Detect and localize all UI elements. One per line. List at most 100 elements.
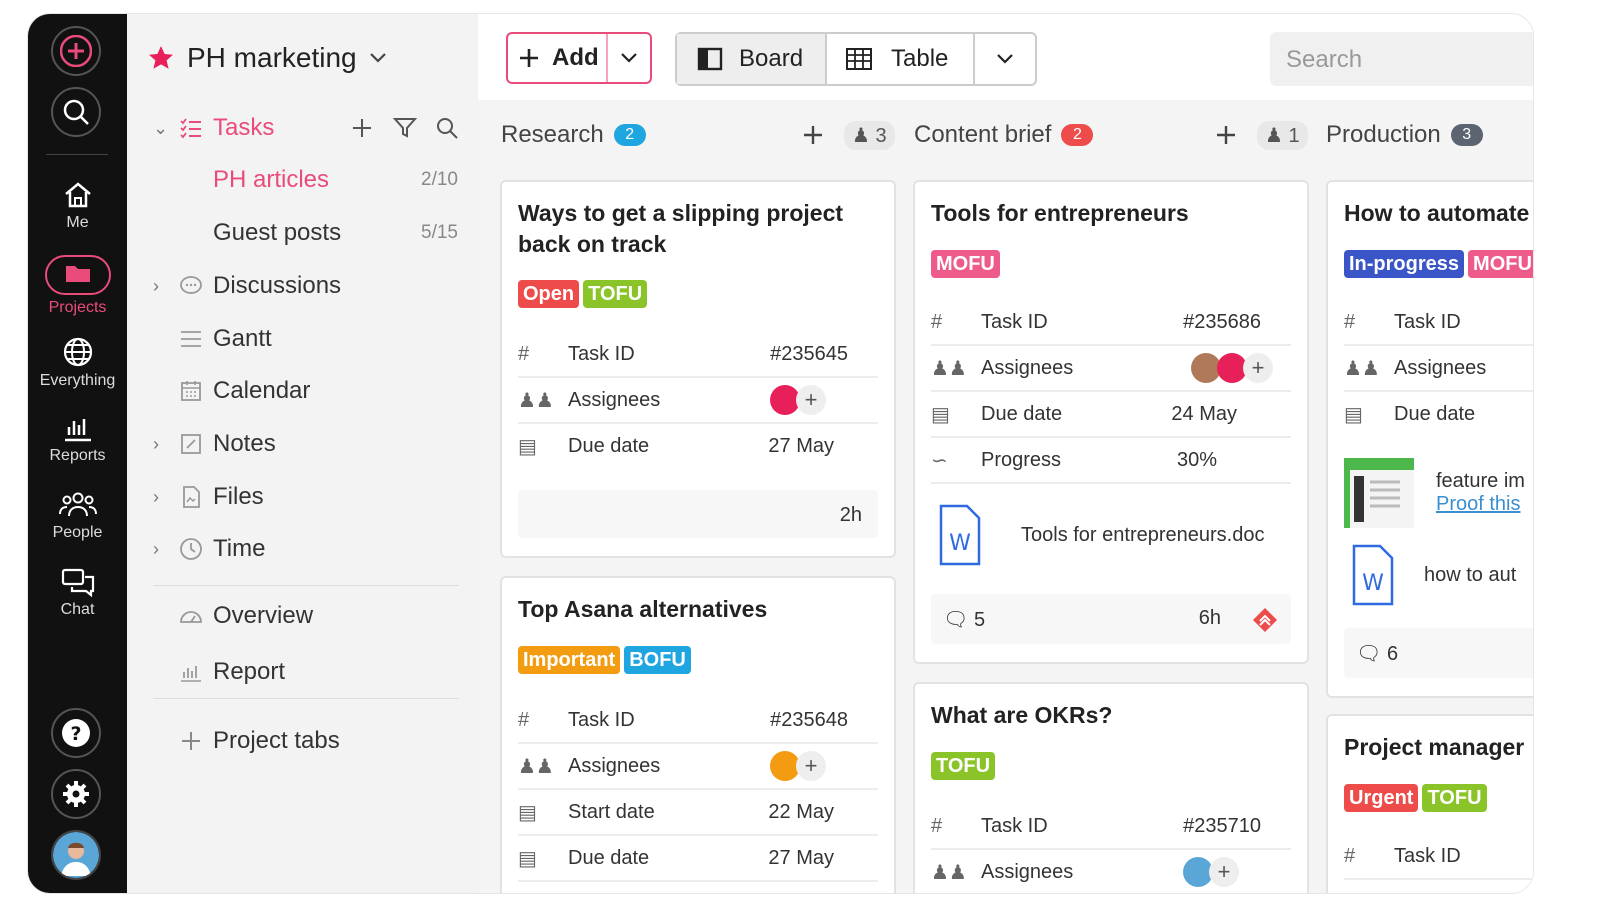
task-card[interactable]: Ways to get a slipping project back on t… (500, 180, 896, 558)
rail-item-projects[interactable]: Projects (28, 255, 127, 317)
attachment[interactable]: feature im Proof this (1344, 458, 1533, 528)
sidebar-item-gantt[interactable]: Gantt (127, 319, 478, 359)
tag: In-progress (1344, 250, 1465, 278)
avatar (1191, 353, 1221, 383)
field-label: Assignees (1394, 356, 1487, 379)
assignees-icon: ♟♟ (518, 755, 554, 778)
column-members[interactable]: ♟ 1 (1257, 120, 1308, 150)
assignees-icon: ♟♟ (1344, 357, 1380, 380)
rail-item-me[interactable]: Me (28, 180, 127, 232)
sidebar-item-guest-posts[interactable]: Guest posts 5/15 (127, 213, 478, 253)
hash-icon: # (931, 310, 943, 333)
tag: Urgent (1344, 784, 1419, 812)
main-area: Add Board Table Search (478, 14, 1533, 893)
sidebar-item-discussions[interactable]: › Discussions (127, 266, 478, 306)
task-card[interactable]: How to automate In-progress MOFU # Task I… (1326, 180, 1533, 698)
comments-count[interactable]: 🗨 5 (943, 607, 985, 632)
sidebar-item-ph-articles[interactable]: PH articles 2/10 (127, 160, 478, 200)
assignee-list[interactable]: + (770, 751, 826, 781)
comments-count[interactable]: 🗨 6 (1356, 641, 1398, 666)
sidebar-item-time[interactable]: › Time (127, 529, 478, 569)
avatar (770, 751, 800, 781)
card-title: Top Asana alternatives (518, 596, 768, 622)
rail-item-people[interactable]: People (28, 490, 127, 542)
field-value: #235686 (1183, 310, 1261, 333)
attachment[interactable]: W how to aut (1344, 542, 1533, 608)
project-switcher[interactable]: PH marketing (147, 42, 387, 74)
sidebar-item-label: Notes (213, 430, 276, 457)
sidebar-item-calendar[interactable]: Calendar (127, 371, 478, 411)
assignees-icon: ♟♟ (518, 389, 554, 412)
search-input[interactable]: Search (1270, 32, 1533, 86)
tab-board[interactable]: Board (677, 34, 827, 84)
sidebar-item-files[interactable]: › Files (127, 477, 478, 517)
image-thumbnail-icon (1344, 458, 1414, 528)
add-assignee-icon[interactable]: + (1243, 353, 1273, 383)
chevron-down-icon[interactable] (620, 52, 638, 64)
add-button[interactable]: Add (506, 32, 652, 84)
task-card[interactable]: Top Asana alternatives Important BOFU # T… (500, 576, 896, 893)
help-button[interactable]: ? (51, 708, 101, 758)
task-card[interactable]: Project manager Urgent TOFU # Task ID (1326, 714, 1533, 893)
task-count: 2/10 (421, 169, 458, 190)
card-tags: MOFU (931, 250, 1004, 278)
hash-icon: # (518, 708, 530, 731)
plus-icon (182, 732, 200, 750)
avatar (53, 832, 99, 878)
project-tabs-button[interactable]: Project tabs (127, 721, 478, 761)
field-label: Assignees (981, 860, 1074, 883)
calendar-icon (181, 381, 201, 401)
rail-item-reports[interactable]: Reports (28, 413, 127, 465)
tab-table[interactable]: Table (827, 34, 975, 84)
sidebar-divider (153, 698, 459, 699)
file-icon (183, 486, 200, 508)
search-icon[interactable] (435, 116, 459, 140)
attachment-text: feature im Proof this (1436, 470, 1525, 516)
rail-label: People (52, 524, 103, 541)
field-value: 22 May (768, 800, 834, 823)
column-members[interactable]: ♟ 3 (844, 120, 895, 150)
star-icon (149, 46, 173, 69)
rail-item-everything[interactable]: Everything (28, 336, 127, 390)
tag: TOFU (931, 752, 996, 780)
proof-link[interactable]: Proof this (1436, 493, 1521, 515)
attachment[interactable]: W Tools for entrepreneurs.doc (931, 502, 1291, 568)
add-card-icon[interactable] (802, 124, 824, 146)
calendar-icon: ▤ (1344, 403, 1363, 426)
clock-icon (180, 538, 202, 560)
card-field-assignees: ♟♟ Assignees + (518, 744, 878, 790)
add-card-icon[interactable] (1215, 124, 1237, 146)
user-avatar[interactable] (51, 830, 101, 880)
column-count-badge: 2 (613, 124, 646, 146)
assignee-list[interactable]: + (1191, 353, 1273, 383)
report-icon (181, 666, 201, 682)
add-button-label: Add (552, 44, 599, 71)
calendar-icon: ▤ (518, 435, 537, 458)
sidebar-item-tasks[interactable]: ⌄ Tasks (127, 108, 478, 148)
add-assignee-icon[interactable]: + (796, 385, 826, 415)
assignee-list[interactable]: + (770, 385, 826, 415)
task-card[interactable]: What are OKRs? TOFU # Task ID #235710 ♟♟… (913, 682, 1309, 893)
task-card[interactable]: Tools for entrepreneurs MOFU # Task ID #… (913, 180, 1309, 664)
settings-button[interactable] (51, 769, 101, 819)
create-button[interactable] (51, 26, 101, 76)
filter-icon[interactable] (393, 117, 417, 139)
sidebar-item-report[interactable]: Report (127, 652, 478, 692)
card-field-assignees: ♟♟ Assignees (1344, 346, 1533, 392)
card-field-progress: ∽ Progress 30% (931, 438, 1291, 484)
sidebar-item-label: Gantt (213, 325, 272, 352)
sidebar-item-overview[interactable]: Overview (127, 596, 478, 636)
sidebar-item-notes[interactable]: › Notes (127, 424, 478, 464)
add-task-icon[interactable] (351, 117, 373, 139)
assignees-icon: ♟♟ (931, 357, 967, 380)
chevron-right-icon: › (153, 538, 159, 559)
more-views-button[interactable] (975, 34, 1035, 84)
assignee-list[interactable]: + (1183, 857, 1239, 887)
card-field-task-id: # Task ID #235645 (518, 332, 878, 378)
sidebar-divider (153, 585, 459, 586)
add-assignee-icon[interactable]: + (1209, 857, 1239, 887)
rail-item-chat[interactable]: Chat (28, 567, 127, 619)
global-search-button[interactable] (51, 87, 101, 137)
add-assignee-icon[interactable]: + (796, 751, 826, 781)
rail-label: Everything (39, 372, 116, 389)
